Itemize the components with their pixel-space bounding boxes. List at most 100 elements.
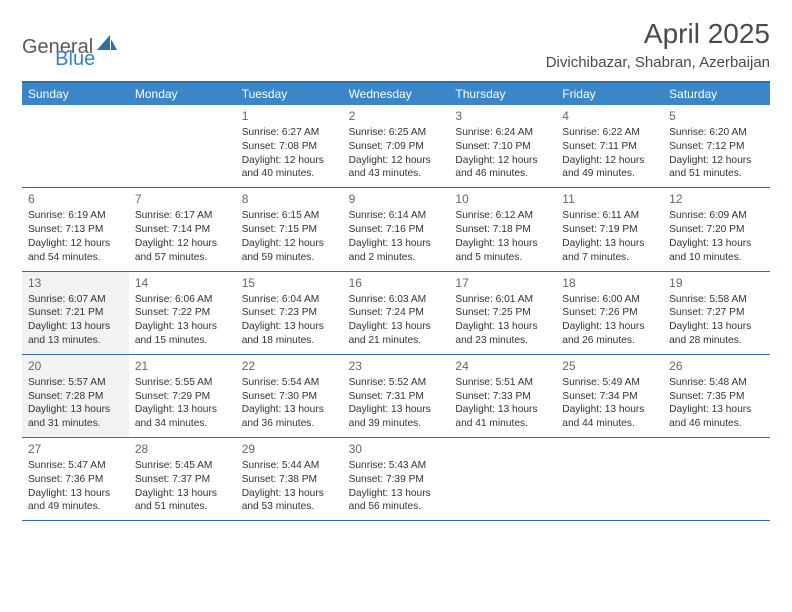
- week-row: 1Sunrise: 6:27 AMSunset: 7:08 PMDaylight…: [22, 105, 770, 188]
- daylight-text: Daylight: 12 hours and 59 minutes.: [242, 237, 337, 265]
- daylight-text: Daylight: 13 hours and 53 minutes.: [242, 487, 337, 515]
- week-row: 6 Sunrise: 6:19 AMSunset: 7:13 PM Daylight…: [22, 188, 770, 271]
- daylight-text: Daylight: 13 hours and 26 minutes.: [562, 320, 657, 348]
- day-cell: 8 Sunrise: 6:15 AMSunset: 7:15 PMDaylight…: [236, 188, 343, 270]
- sunrise-text: Sunrise: 5:58 AM: [669, 293, 764, 307]
- day-number: 8: [242, 191, 337, 207]
- sunrise-text: Sunrise: 5:55 AM: [135, 376, 230, 390]
- day-cell: 2Sunrise: 6:25 AMSunset: 7:09 PMDaylight…: [343, 105, 450, 187]
- day-number: 9: [349, 191, 444, 207]
- sunrise-text: Sunrise: 5:47 AM: [28, 459, 123, 473]
- sunset-text: Sunset: 7:27 PM: [669, 306, 764, 320]
- sunset-text: Sunset: 7:31 PM: [349, 390, 444, 404]
- sunset-text: Sunset: 7:28 PM: [28, 390, 123, 404]
- day-cell: 15Sunrise: 6:04 AMSunset: 7:23 PMDayligh…: [236, 272, 343, 354]
- day-cell: 14Sunrise: 6:06 AMSunset: 7:22 PMDayligh…: [129, 272, 236, 354]
- daylight-text: Daylight: 13 hours and 49 minutes.: [28, 487, 123, 515]
- sunrise-text: Sunrise: 6:25 AM: [349, 126, 444, 140]
- daylight-text: Daylight: 12 hours and 49 minutes.: [562, 154, 657, 182]
- daylight-text: Daylight: 13 hours and 39 minutes.: [349, 403, 444, 431]
- day-cell: 24Sunrise: 5:51 AMSunset: 7:33 PMDayligh…: [449, 355, 556, 437]
- day-number: 12: [669, 191, 764, 207]
- daylight-text: Daylight: 12 hours and 46 minutes.: [455, 154, 550, 182]
- day-number: 6: [28, 191, 123, 207]
- day-number: 23: [349, 358, 444, 374]
- day-header: Monday: [129, 83, 236, 105]
- daylight-text: Daylight: 13 hours and 2 minutes.: [349, 237, 444, 265]
- daylight-text: Daylight: 13 hours and 10 minutes.: [669, 237, 764, 265]
- logo-text-blue: Blue: [55, 48, 95, 71]
- sunset-text: Sunset: 7:21 PM: [28, 306, 123, 320]
- day-number: 1: [242, 108, 337, 124]
- day-cell: 11Sunrise: 6:11 AMSunset: 7:19 PMDayligh…: [556, 188, 663, 270]
- sunset-text: Sunset: 7:11 PM: [562, 140, 657, 154]
- sunrise-text: Sunrise: 6:11 AM: [562, 209, 657, 223]
- day-cell: [449, 438, 556, 520]
- day-number: 29: [242, 441, 337, 457]
- day-cell: 19Sunrise: 5:58 AMSunset: 7:27 PMDayligh…: [663, 272, 770, 354]
- day-number: 30: [349, 441, 444, 457]
- daylight-text: Daylight: 13 hours and 34 minutes.: [135, 403, 230, 431]
- sunset-text: Sunset: 7:29 PM: [135, 390, 230, 404]
- day-cell: 7Sunrise: 6:17 AMSunset: 7:14 PMDaylight…: [129, 188, 236, 270]
- day-number: 7: [135, 191, 230, 207]
- sunrise-text: Sunrise: 6:20 AM: [669, 126, 764, 140]
- daylight-text: Daylight: 13 hours and 56 minutes.: [349, 487, 444, 515]
- sunset-text: Sunset: 7:26 PM: [562, 306, 657, 320]
- day-cell: [556, 438, 663, 520]
- daylight-text: Daylight: 12 hours and 40 minutes.: [242, 154, 337, 182]
- day-cell: 30Sunrise: 5:43 AMSunset: 7:39 PMDayligh…: [343, 438, 450, 520]
- day-cell: 10Sunrise: 6:12 AMSunset: 7:18 PMDayligh…: [449, 188, 556, 270]
- sunrise-text: Sunrise: 6:00 AM: [562, 293, 657, 307]
- sunset-text: Sunset: 7:37 PM: [135, 473, 230, 487]
- sunset-text: Sunset: 7:10 PM: [455, 140, 550, 154]
- daylight-text: Daylight: 13 hours and 28 minutes.: [669, 320, 764, 348]
- sunrise-text: Sunrise: 6:14 AM: [349, 209, 444, 223]
- day-number: 28: [135, 441, 230, 457]
- sunset-text: Sunset: 7:13 PM: [28, 223, 123, 237]
- daylight-text: Daylight: 12 hours and 43 minutes.: [349, 154, 444, 182]
- page-title: April 2025: [546, 18, 770, 50]
- day-number: 10: [455, 191, 550, 207]
- sunrise-text: Sunrise: 6:15 AM: [242, 209, 337, 223]
- day-cell: 5Sunrise: 6:20 AMSunset: 7:12 PMDaylight…: [663, 105, 770, 187]
- sunrise-text: Sunrise: 6:03 AM: [349, 293, 444, 307]
- day-number: 4: [562, 108, 657, 124]
- day-number: 11: [562, 191, 657, 207]
- day-number: 25: [562, 358, 657, 374]
- sunset-text: Sunset: 7:09 PM: [349, 140, 444, 154]
- day-number: 21: [135, 358, 230, 374]
- day-number: 24: [455, 358, 550, 374]
- day-cell: 27Sunrise: 5:47 AMSunset: 7:36 PMDayligh…: [22, 438, 129, 520]
- day-cell: 28Sunrise: 5:45 AMSunset: 7:37 PMDayligh…: [129, 438, 236, 520]
- sunrise-text: Sunrise: 5:54 AM: [242, 376, 337, 390]
- day-number: 18: [562, 275, 657, 291]
- day-cell: 21 Sunrise: 5:55 AMSunset: 7:29 PMDayligh…: [129, 355, 236, 437]
- daylight-text: Daylight: 13 hours and 13 minutes.: [28, 320, 123, 348]
- day-cell: 18 Sunrise: 6:00 AMSunset: 7:26 PMDayligh…: [556, 272, 663, 354]
- daylight-text: Daylight: 13 hours and 5 minutes.: [455, 237, 550, 265]
- sunrise-text: Sunrise: 6:19 AM: [28, 209, 123, 223]
- sunset-text: Sunset: 7:34 PM: [562, 390, 657, 404]
- sunset-text: Sunset: 7:16 PM: [349, 223, 444, 237]
- day-cell: 25Sunrise: 5:49 AMSunset: 7:34 PMDayligh…: [556, 355, 663, 437]
- day-number: 15: [242, 275, 337, 291]
- sunrise-text: Sunrise: 6:24 AM: [455, 126, 550, 140]
- calendar: Sunday Monday Tuesday Wednesday Thursday…: [22, 81, 770, 521]
- day-header: Tuesday: [236, 83, 343, 105]
- day-cell: 22Sunrise: 5:54 AMSunset: 7:30 PMDayligh…: [236, 355, 343, 437]
- sunrise-text: Sunrise: 5:43 AM: [349, 459, 444, 473]
- day-cell: [663, 438, 770, 520]
- daylight-text: Daylight: 13 hours and 21 minutes.: [349, 320, 444, 348]
- sunset-text: Sunset: 7:33 PM: [455, 390, 550, 404]
- sunset-text: Sunset: 7:36 PM: [28, 473, 123, 487]
- sunrise-text: Sunrise: 6:04 AM: [242, 293, 337, 307]
- sunrise-text: Sunrise: 6:22 AM: [562, 126, 657, 140]
- sunset-text: Sunset: 7:15 PM: [242, 223, 337, 237]
- sunrise-text: Sunrise: 6:12 AM: [455, 209, 550, 223]
- sunrise-text: Sunrise: 6:27 AM: [242, 126, 337, 140]
- day-cell: 1Sunrise: 6:27 AMSunset: 7:08 PMDaylight…: [236, 105, 343, 187]
- day-cell: 20Sunrise: 5:57 AMSunset: 7:28 PMDayligh…: [22, 355, 129, 437]
- sunset-text: Sunset: 7:23 PM: [242, 306, 337, 320]
- daylight-text: Daylight: 12 hours and 57 minutes.: [135, 237, 230, 265]
